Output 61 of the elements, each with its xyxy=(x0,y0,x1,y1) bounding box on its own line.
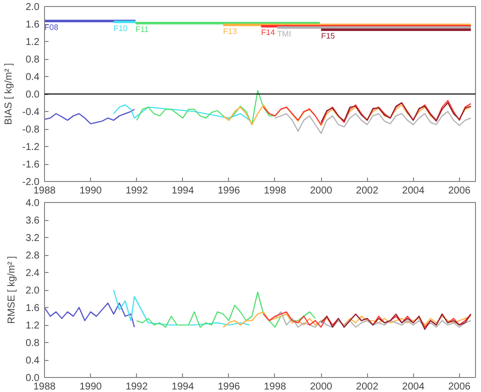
y-axis-title: BIAS [ kg/m² ] xyxy=(3,62,14,125)
line-series xyxy=(113,289,250,326)
y-tick-label: 2.4 xyxy=(26,268,40,279)
y-tick-label: -1.2 xyxy=(22,142,40,153)
x-tick-label: 2002 xyxy=(356,186,379,196)
y-tick-label: 0.4 xyxy=(26,72,40,83)
y-tick-label: 3.2 xyxy=(26,233,40,244)
y-tick-label: 0.0 xyxy=(26,373,40,384)
y-tick-label: 1.2 xyxy=(26,37,40,48)
series-label: F08 xyxy=(44,22,59,32)
x-tick-label: 2006 xyxy=(448,382,471,392)
y-tick-label: 0.8 xyxy=(26,54,40,66)
line-series xyxy=(136,292,316,328)
y-tick-label: 1.6 xyxy=(26,303,40,314)
x-tick-label: 2004 xyxy=(402,382,425,392)
line-series xyxy=(274,110,472,134)
x-tick-label: 2000 xyxy=(310,382,333,392)
line-series xyxy=(222,311,472,328)
x-tick-label: 1990 xyxy=(79,382,102,392)
y-tick-label: 4.0 xyxy=(26,198,40,209)
y-tick-label: 2.0 xyxy=(26,286,40,296)
x-tick-label: 1990 xyxy=(79,186,102,196)
x-tick-label: 1992 xyxy=(126,382,148,392)
x-tick-label: 1988 xyxy=(33,186,56,196)
y-tick-label: 0.4 xyxy=(26,356,40,366)
x-tick-label: 2002 xyxy=(356,382,379,392)
x-tick-label: 1998 xyxy=(264,382,287,392)
y-tick-label: 2.8 xyxy=(26,250,40,262)
series-label: TMI xyxy=(277,30,292,38)
line-series xyxy=(44,108,135,124)
line-series xyxy=(320,102,472,123)
line-series xyxy=(44,302,135,328)
y-tick-label: -0.8 xyxy=(22,124,40,136)
line-series xyxy=(113,104,250,121)
x-tick-label: 1994 xyxy=(172,382,194,392)
series-label: F10 xyxy=(114,24,128,33)
series-label: F13 xyxy=(223,26,238,36)
y-tick-label: 0.8 xyxy=(26,338,40,349)
line-series xyxy=(320,314,472,330)
series-label: F15 xyxy=(321,32,336,41)
y-axis-title: RMSE [ kg/m² ] xyxy=(6,256,18,324)
y-tick-label: 0.0 xyxy=(26,90,40,100)
line-series xyxy=(262,100,472,126)
x-tick-label: 1988 xyxy=(33,382,56,392)
x-tick-label: 2000 xyxy=(310,186,333,196)
y-tick-label: 2.0 xyxy=(26,2,40,13)
x-tick-label: 1994 xyxy=(172,186,194,196)
x-tick-label: 1996 xyxy=(218,186,240,196)
y-tick-label: -2.0 xyxy=(22,177,40,188)
x-tick-label: 1996 xyxy=(218,382,240,392)
y-tick-label: -0.4 xyxy=(22,107,40,118)
x-tick-label: 2006 xyxy=(448,186,471,196)
y-tick-label: 1.6 xyxy=(26,20,40,30)
x-tick-label: 2004 xyxy=(402,186,425,196)
x-tick-label: 1998 xyxy=(264,186,287,196)
x-tick-label: 1992 xyxy=(126,186,148,196)
y-tick-label: 3.6 xyxy=(26,216,40,226)
y-tick-label: 1.2 xyxy=(26,320,40,332)
series-label: F11 xyxy=(136,25,150,34)
y-tick-label: -1.6 xyxy=(22,160,40,170)
series-label: F14 xyxy=(261,28,276,38)
